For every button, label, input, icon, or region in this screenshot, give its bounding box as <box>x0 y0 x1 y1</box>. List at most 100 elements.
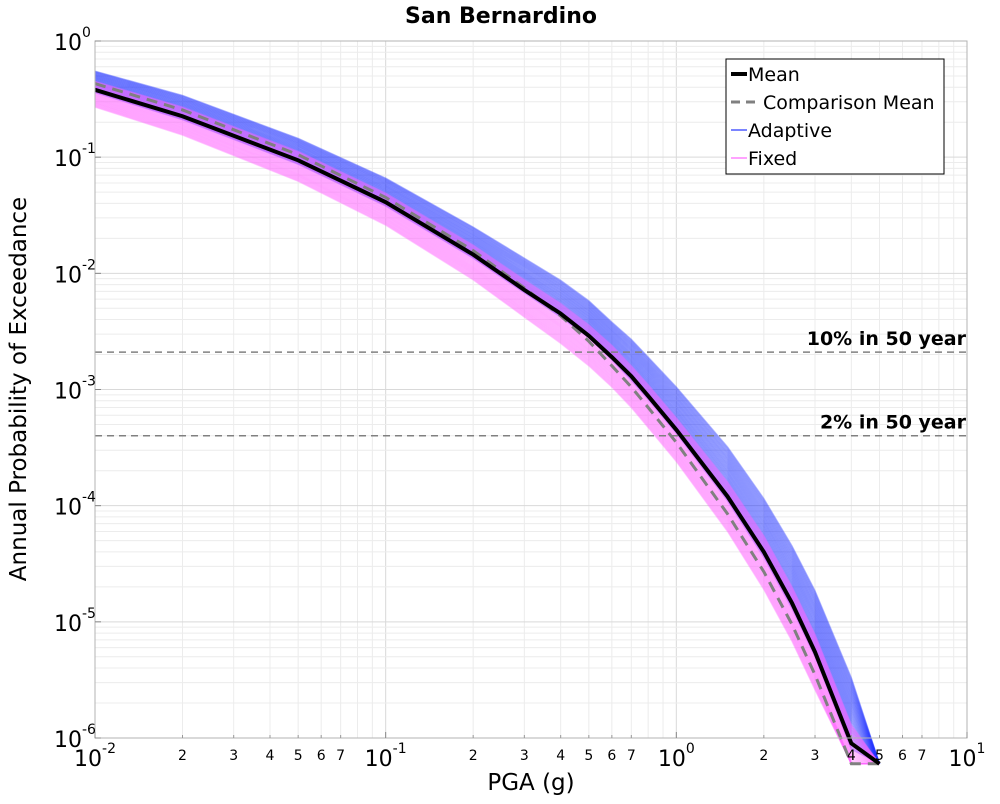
band-curve-adaptive <box>94 80 881 765</box>
x-minor-tick-label: 7 <box>918 748 927 764</box>
band-curve-fixed <box>94 102 880 765</box>
x-tick-label: 101 <box>949 741 986 772</box>
reference-line-label: 10% in 50 year <box>807 328 967 350</box>
band-curve-adaptive <box>94 80 881 765</box>
y-tick-label: 10-5 <box>54 606 96 637</box>
band-curve-fixed <box>94 105 880 765</box>
x-minor-tick-label: 6 <box>317 748 326 764</box>
band-curve-adaptive <box>94 75 881 765</box>
band-curve-adaptive <box>94 72 881 765</box>
band-curve-fixed <box>94 86 880 765</box>
band-curve-adaptive <box>94 89 880 765</box>
comparison-mean-line <box>94 82 880 766</box>
band-curve-adaptive <box>94 78 881 765</box>
x-minor-tick-label: 2 <box>178 748 187 764</box>
band-curve-fixed <box>94 81 881 765</box>
x-minor-tick-label: 4 <box>847 748 856 764</box>
band-curve-fixed <box>94 91 880 765</box>
band-curve-fixed <box>94 96 880 765</box>
band-curve-fixed <box>94 99 880 765</box>
band-curve-adaptive <box>94 81 881 765</box>
band-curve-fixed <box>94 88 880 765</box>
x-minor-tick-label: 4 <box>266 748 275 764</box>
band-curve-adaptive <box>94 85 881 765</box>
band-curve-fixed <box>94 98 880 765</box>
band-curve-fixed <box>94 80 881 765</box>
x-minor-tick-label: 3 <box>811 748 820 764</box>
x-axis-label: PGA (g) <box>487 770 574 796</box>
band-curve-fixed <box>94 92 880 765</box>
band-curve-adaptive <box>94 72 881 765</box>
band-curve-fixed <box>94 101 880 765</box>
band-curve-fixed <box>94 104 880 765</box>
x-minor-tick-label: 3 <box>229 748 238 764</box>
x-tick-label: 100 <box>658 741 695 772</box>
band-curve-adaptive <box>94 74 881 765</box>
band-curve-fixed <box>94 105 880 765</box>
band-curve-adaptive <box>94 87 881 765</box>
y-tick-label: 100 <box>54 25 91 56</box>
y-tick-label: 10-2 <box>54 257 96 288</box>
x-minor-tick-label: 5 <box>584 748 593 764</box>
legend-label: Adaptive <box>748 120 832 142</box>
mean-line <box>94 87 881 766</box>
band-curve-adaptive <box>94 79 881 765</box>
reference-line-label: 2% in 50 year <box>820 412 967 434</box>
band-curve-fixed <box>94 87 880 765</box>
band-curve-adaptive <box>94 91 880 765</box>
band-curve-fixed <box>94 87 880 765</box>
x-minor-tick-label: 7 <box>627 748 636 764</box>
band-curve-adaptive <box>94 75 881 765</box>
band-curve-adaptive <box>94 77 881 765</box>
band-curve-adaptive <box>94 87 881 765</box>
x-minor-tick-label: 2 <box>759 748 768 764</box>
band-curve-adaptive <box>94 88 880 765</box>
band-curve-adaptive <box>94 76 881 765</box>
band-curve-fixed <box>94 100 880 765</box>
y-axis-label: Annual Probability of Exceedance <box>6 197 32 581</box>
mean-curves <box>94 82 881 766</box>
band-curve-adaptive <box>94 86 881 765</box>
band-curve-fixed <box>94 103 880 765</box>
x-minor-tick-label: 5 <box>294 748 303 764</box>
grid-lines <box>94 41 967 739</box>
band-curve-adaptive <box>94 73 881 765</box>
x-minor-tick-label: 4 <box>556 748 565 764</box>
y-tick-label: 10-1 <box>54 141 96 172</box>
band-curve-adaptive <box>94 70 881 764</box>
band-curve-adaptive <box>94 88 880 765</box>
band-curve-fixed <box>94 94 880 765</box>
band-curve-fixed <box>94 83 881 765</box>
band-curve-fixed <box>94 106 880 765</box>
x-minor-tick-label: 3 <box>520 748 529 764</box>
x-minor-tick-label: 6 <box>898 748 907 764</box>
band-curve-adaptive <box>94 82 881 765</box>
band-curve-adaptive <box>94 83 881 765</box>
band-curve-fixed <box>94 98 880 765</box>
legend: Mean Comparison Mean Adaptive Fixed <box>725 58 945 175</box>
band-curve-fixed <box>94 95 880 765</box>
legend-label: Fixed <box>748 148 797 170</box>
y-tick-label: 10-4 <box>54 490 96 521</box>
x-minor-tick-label: 5 <box>875 748 884 764</box>
band-curve-fixed <box>94 82 881 765</box>
chart-title: San Bernardino <box>405 4 597 29</box>
legend-label: Comparison Mean <box>763 92 935 114</box>
band-curve-adaptive <box>94 91 880 765</box>
band-curve-fixed <box>94 97 880 765</box>
band-curve-adaptive <box>94 79 881 765</box>
band-curve-adaptive <box>94 76 881 765</box>
legend-box <box>725 58 945 175</box>
band-curve-adaptive <box>94 71 881 764</box>
band-curve-fixed <box>94 103 880 765</box>
band-curve-fixed <box>94 93 880 765</box>
band-curve-adaptive <box>94 89 880 765</box>
band-curve-adaptive <box>94 77 881 765</box>
band-curve-fixed <box>94 101 880 765</box>
band-curve-fixed <box>94 90 880 765</box>
x-minor-tick-label: 2 <box>469 748 478 764</box>
reference-lines: 10% in 50 year 2% in 50 year <box>95 328 967 437</box>
y-tick-label: 10-3 <box>54 374 96 405</box>
